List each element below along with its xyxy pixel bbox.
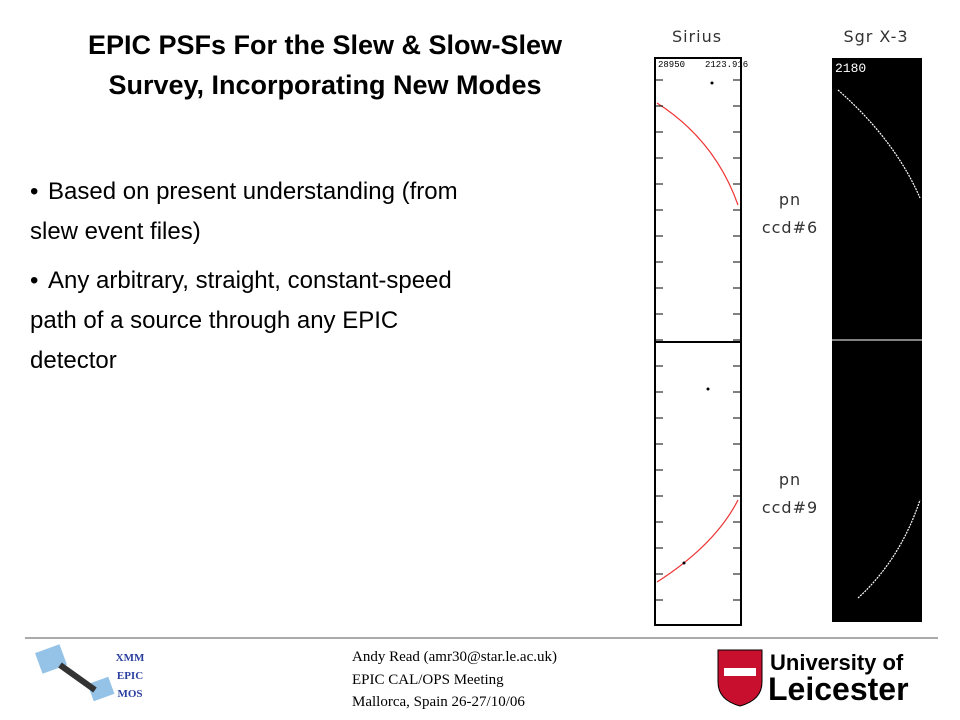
badge: EPIC bbox=[117, 670, 143, 682]
bullet-text: path of a source through any EPIC bbox=[30, 307, 398, 334]
satellite-icon bbox=[35, 644, 115, 702]
dot bbox=[706, 387, 710, 391]
track bbox=[857, 499, 921, 599]
footer-line: Mallorca, Spain 26-27/10/06 bbox=[352, 694, 525, 710]
image-label: 2123.916 bbox=[705, 60, 748, 70]
row-label: pn bbox=[779, 470, 801, 489]
logo-text: Leicester bbox=[768, 671, 909, 707]
bullet-text: Based on present understanding (from bbox=[48, 178, 458, 205]
footer-line: EPIC CAL/OPS Meeting bbox=[352, 672, 504, 688]
footer-line: Andy Read (amr30@star.le.ac.uk) bbox=[352, 649, 557, 665]
bullet-text: Any arbitrary, straight, constant-speed bbox=[48, 267, 452, 294]
dot bbox=[682, 561, 686, 565]
bullet-dot: • bbox=[30, 267, 38, 294]
title-line: Survey, Incorporating New Modes bbox=[108, 70, 541, 100]
sgr-image: 2180 bbox=[832, 58, 922, 622]
row-label: ccd#9 bbox=[762, 498, 818, 517]
row-label: pn bbox=[779, 190, 801, 209]
track bbox=[656, 102, 739, 206]
sirius-image: 28950 2123.916 bbox=[654, 57, 748, 626]
image-label: 2180 bbox=[835, 61, 866, 76]
track bbox=[656, 499, 739, 583]
column-label: Sirius bbox=[672, 27, 722, 46]
image-label: 28950 bbox=[658, 60, 685, 70]
bullet-text: detector bbox=[30, 347, 117, 374]
row-label: ccd#6 bbox=[762, 218, 818, 237]
university-logo: University of Leicester bbox=[717, 649, 909, 707]
column-label: Sgr X-3 bbox=[843, 27, 908, 46]
logo-text: University of bbox=[770, 650, 904, 675]
title-line: EPIC PSFs For the Slew & Slow-Slew bbox=[88, 30, 563, 60]
bullet-dot: • bbox=[30, 178, 38, 205]
badge: MOS bbox=[117, 688, 142, 700]
bullet-text: slew event files) bbox=[30, 218, 201, 245]
badge: XMM bbox=[116, 652, 145, 664]
track bbox=[837, 89, 921, 199]
dot bbox=[710, 81, 714, 85]
